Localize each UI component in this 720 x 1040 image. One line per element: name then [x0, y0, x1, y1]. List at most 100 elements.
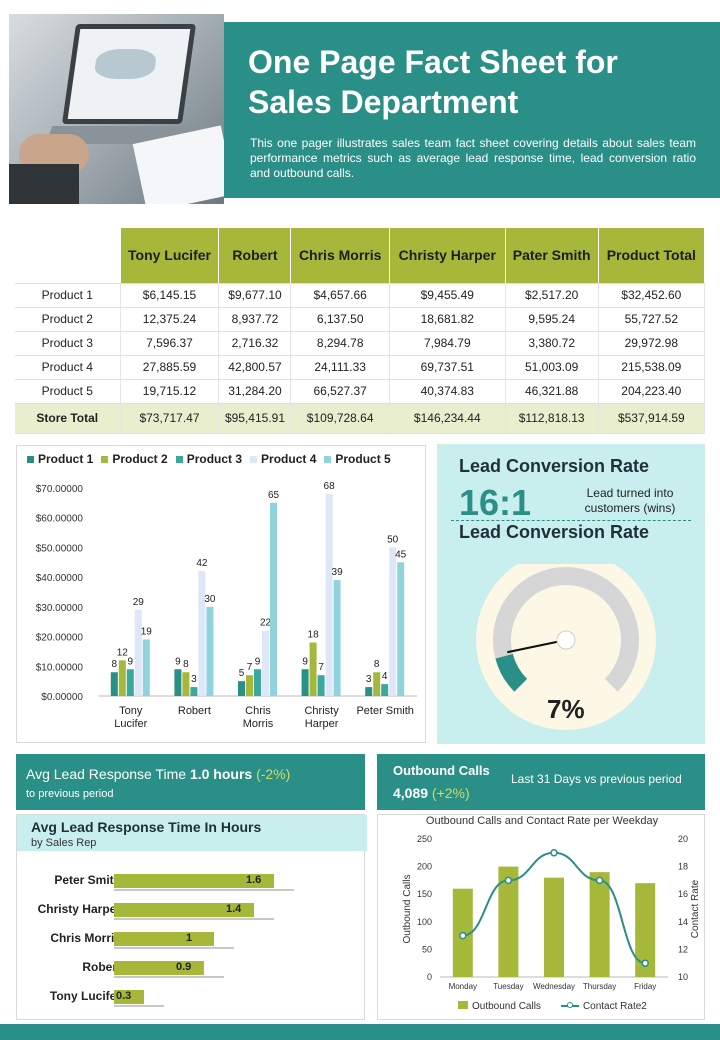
data-label: 45 — [395, 549, 407, 560]
data-label: 9 — [255, 656, 261, 667]
bar — [333, 580, 341, 696]
legend-item: Product 1 — [27, 452, 93, 466]
table-cell: 69,737.51 — [389, 355, 506, 380]
table-cell: $2,517.20 — [505, 283, 599, 308]
response-value: 1.4 — [226, 903, 242, 915]
legend-contact-rate: Contact Rate2 — [582, 1001, 647, 1012]
y2-tick-label: 14 — [678, 917, 688, 927]
avg-response-change: (-2%) — [252, 766, 291, 782]
sales-table: Tony Lucifer Robert Chris Morris Christy… — [15, 228, 706, 434]
bar — [309, 642, 317, 696]
bar — [198, 571, 206, 696]
data-label: 8 — [183, 659, 189, 670]
avg-chart-subtitle: by Sales Rep — [31, 837, 97, 849]
legend-item: Product 5 — [324, 452, 391, 466]
avg-response-chart: Avg Lead Response Time In Hours by Sales… — [16, 814, 367, 1020]
bar — [126, 669, 134, 696]
rep-name: Robert — [82, 960, 121, 974]
bar — [381, 684, 389, 696]
x-tick-label: Robert — [178, 705, 211, 717]
table-cell: 29,972.98 — [598, 331, 706, 356]
table-cell: $537,914.59 — [598, 402, 706, 434]
bar — [325, 493, 333, 696]
product-sales-chart: Product 1 Product 2 Product 3 Product 4 Prod… — [16, 445, 426, 743]
data-label: 7 — [318, 662, 324, 673]
column-header: Christy Harper — [389, 228, 506, 284]
contact-rate-point — [504, 876, 513, 885]
gauge-hub — [556, 630, 576, 650]
legend-label: Product 3 — [186, 452, 243, 466]
row-label: Store Total — [15, 402, 121, 434]
rep-name: Tony Lucifer — [49, 989, 121, 1003]
table-cell: 7,596.37 — [120, 331, 220, 356]
y-axis-label: Outbound Calls — [402, 875, 413, 944]
column-header: Tony Lucifer — [120, 228, 220, 284]
legend-item: Product 4 — [250, 452, 316, 466]
table-cell: 9,595.24 — [505, 307, 599, 332]
data-label: 19 — [141, 627, 153, 638]
y-tick-label: 200 — [417, 862, 432, 872]
legend-item: Product 3 — [175, 452, 243, 466]
response-value: 1.6 — [246, 874, 262, 886]
data-label: 68 — [324, 481, 336, 492]
data-label: 9 — [128, 656, 134, 667]
outbound-count: 4,089 — [393, 785, 429, 801]
bar — [182, 672, 190, 696]
table-row: Product 2 12,375.24 8,937.72 6,137.50 18,681… — [15, 307, 706, 332]
response-bar — [114, 903, 254, 917]
table-cell: $32,452.60 — [598, 283, 706, 308]
legend-item: Product 2 — [101, 452, 168, 466]
table-cell: 51,003.09 — [505, 355, 599, 380]
table-cell: 55,727.52 — [598, 307, 706, 332]
y-tick-label: 150 — [417, 889, 432, 899]
avg-response-header: Avg Lead Response Time 1.0 hours (-2%) t… — [16, 754, 365, 810]
table-cell: $4,657.66 — [290, 283, 390, 308]
y-tick-label: 100 — [417, 917, 432, 927]
table-cell: 8,937.72 — [218, 307, 292, 332]
hero-photo — [9, 14, 224, 204]
y-tick-label: $30.00000 — [36, 603, 84, 614]
header-banner: One Page Fact Sheet for Sales Department… — [224, 22, 720, 198]
y-tick-label: $10.00000 — [36, 662, 84, 673]
y-tick-label: 250 — [417, 834, 432, 844]
footer-bar — [0, 1024, 720, 1040]
x-tick-label: Peter Smith — [356, 705, 413, 717]
bar — [262, 630, 269, 696]
table-cell: 12,375.24 — [120, 307, 220, 332]
lead-conversion-title-2: Lead Conversion Rate — [459, 522, 650, 542]
bar — [373, 672, 381, 696]
outbound-bar — [498, 866, 519, 977]
response-value: 1 — [186, 932, 193, 944]
legend-label: Product 2 — [112, 452, 168, 466]
table-cell: $73,717.47 — [120, 402, 220, 434]
y-tick-label: $0.00000 — [41, 692, 83, 703]
bar — [365, 687, 373, 696]
data-label: 9 — [175, 656, 181, 667]
bar — [134, 609, 142, 696]
data-label: 65 — [268, 490, 280, 501]
page-description: This one pager illustrates sales team fa… — [250, 136, 696, 180]
row-label: Product 4 — [15, 355, 121, 380]
data-label: 42 — [196, 558, 208, 569]
data-label: 29 — [133, 597, 145, 608]
table-cell: $9,677.10 — [218, 283, 292, 308]
table-cell: 19,715.12 — [120, 379, 220, 404]
avg-response-hours: 1.0 hours — [189, 766, 253, 782]
x-tick-label: Tuesday — [493, 982, 523, 991]
y-tick-label: 0 — [427, 972, 432, 982]
table-cell: $6,145.15 — [120, 283, 220, 308]
table-cell: $109,728.64 — [290, 402, 390, 434]
bar — [317, 675, 325, 696]
x-tick-label: Christy Harper — [304, 705, 339, 730]
table-cell: $9,455.49 — [389, 283, 506, 308]
table-row: Product 3 7,596.37 2,716.32 8,294.78 7,984.7… — [15, 331, 706, 356]
rep-name: Chris Morris — [50, 931, 121, 945]
data-label: 12 — [117, 647, 129, 658]
bar — [206, 606, 214, 696]
outbound-bar — [544, 877, 564, 977]
product-bar-chart: $0.00000 $10.00000 $20.00000 $30.00000 $40.0… — [36, 481, 417, 730]
legend-label: Product 4 — [261, 452, 317, 466]
data-label: 9 — [302, 656, 308, 667]
conversion-gauge — [476, 564, 656, 730]
